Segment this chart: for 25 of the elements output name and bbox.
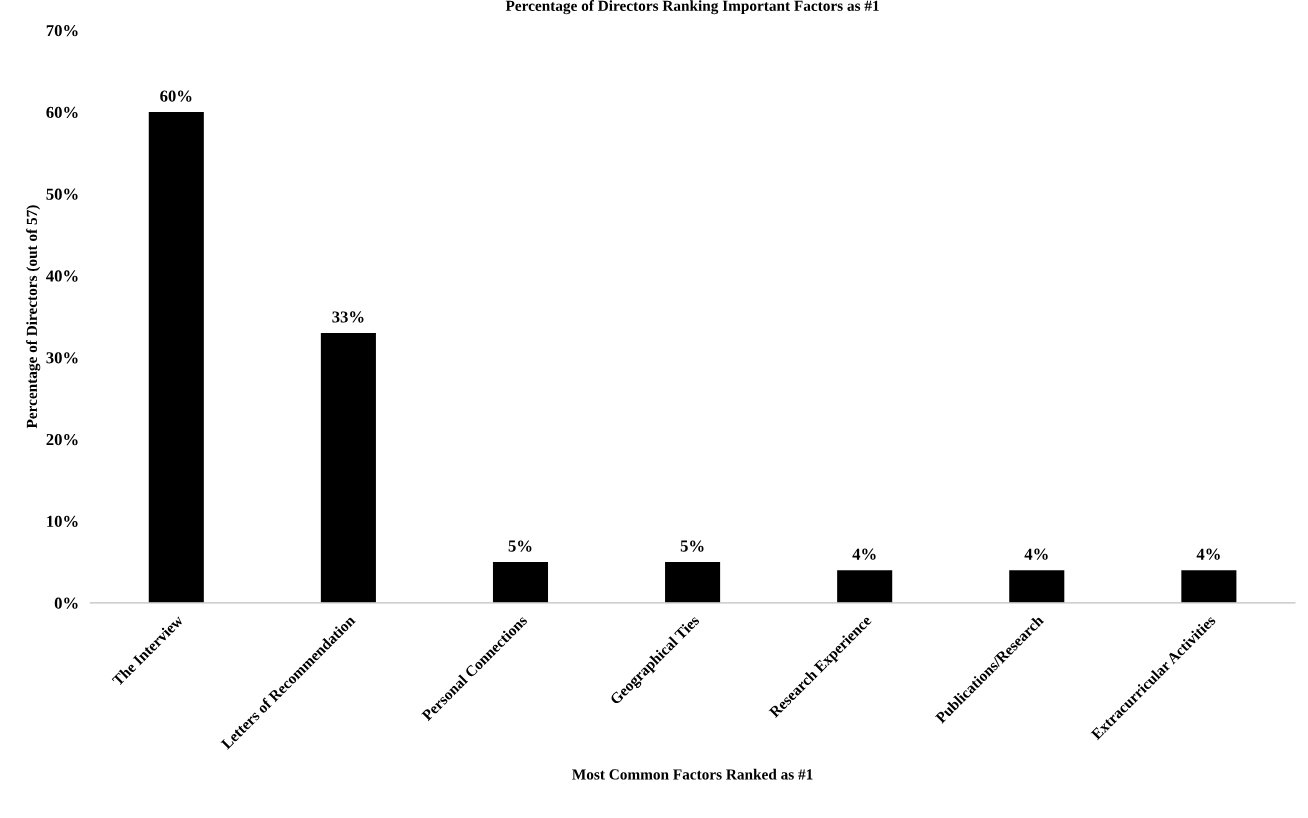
bar (148, 112, 204, 603)
bar (1009, 570, 1065, 603)
bar (837, 570, 893, 603)
bar (492, 561, 549, 603)
bar (320, 332, 376, 603)
data-label: 4% (1196, 548, 1220, 560)
y-tick-label: 10% (47, 515, 78, 528)
data-label: 4% (852, 548, 876, 560)
x-axis-title: Most Common Factors Ranked as #1 (572, 768, 813, 780)
data-label: 5% (680, 540, 704, 552)
data-label: 5% (508, 540, 532, 552)
data-label: 60% (160, 90, 192, 102)
y-tick-label: 60% (46, 106, 78, 119)
y-tick-label: 50% (46, 188, 78, 200)
y-tick-label: 20% (46, 433, 78, 446)
y-tick-label: 0% (54, 597, 78, 609)
y-tick-label: 40% (46, 270, 78, 282)
bar (1181, 570, 1237, 603)
data-label: 33% (332, 311, 364, 323)
bar (665, 561, 721, 603)
y-tick-label: 70% (46, 24, 78, 37)
chart-title: Percentage of Directors Ranking Important Factors as #1 (505, 0, 879, 15)
y-axis-title: Percentage of Directors (out of 57) (26, 205, 41, 429)
data-label: 4% (1024, 548, 1048, 560)
y-tick-label: 30% (46, 352, 78, 364)
